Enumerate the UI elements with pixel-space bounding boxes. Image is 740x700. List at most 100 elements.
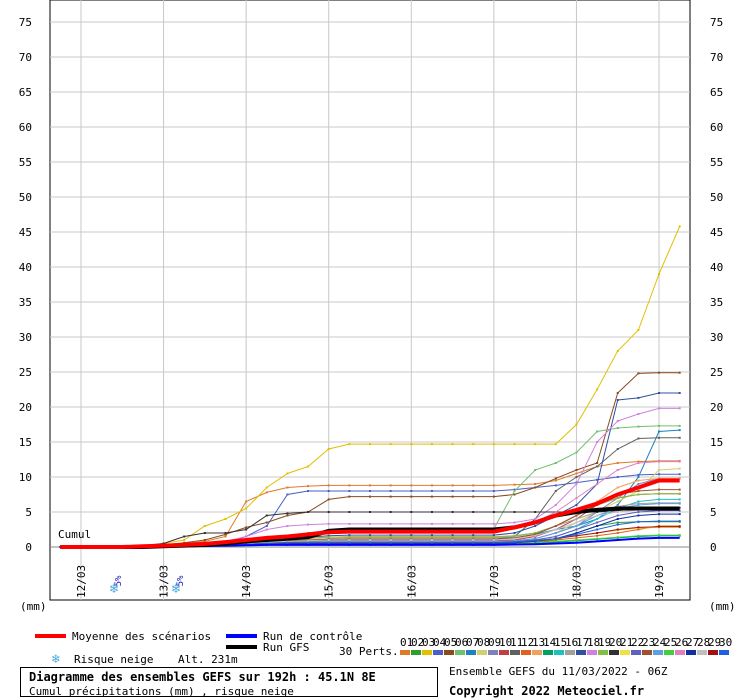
member-legend-id: 21 [620, 636, 633, 649]
member-point-19 [389, 536, 392, 539]
member-point-05 [183, 541, 186, 544]
member-point-05 [327, 498, 330, 501]
member-legend-swatch-03 [422, 650, 432, 655]
member-point-24 [327, 540, 330, 543]
member-legend-id: 13 [532, 636, 545, 649]
member-point-25 [596, 537, 599, 540]
member-point-18 [430, 522, 433, 525]
member-point-28 [348, 539, 351, 541]
member-legend-swatch-27 [686, 650, 696, 655]
member-point-03 [245, 507, 248, 510]
member-point-27 [575, 532, 578, 534]
member-legend-id: 08 [477, 636, 490, 649]
mean-legend-label: Moyenne des scénarios [72, 630, 211, 643]
member-point-18 [369, 522, 371, 525]
member-point-29 [658, 525, 661, 528]
member-point-01 [348, 484, 351, 487]
member-point-22 [554, 535, 557, 538]
member-point-23 [534, 533, 537, 536]
member-point-30 [658, 520, 661, 523]
member-point-11 [616, 448, 619, 450]
member-point-07 [658, 430, 661, 433]
member-legend-id: 12 [521, 636, 534, 649]
y-tick-label: 40 [19, 261, 32, 274]
member-point-04 [575, 481, 578, 484]
member-point-24 [678, 502, 681, 505]
member-point-18 [348, 522, 351, 525]
member-point-11 [637, 437, 640, 440]
member-point-03 [348, 443, 351, 446]
member-point-19 [534, 532, 537, 534]
member-point-26 [616, 469, 619, 471]
y-tick-label: 75 [710, 16, 723, 29]
member-point-18 [327, 522, 330, 525]
member-point-20 [451, 511, 454, 513]
member-legend-swatch-20 [609, 650, 619, 655]
member-point-28 [616, 511, 619, 513]
member-legend-id: 09 [488, 636, 501, 649]
member-point-28 [596, 514, 599, 517]
member-legend-id: 07 [466, 636, 479, 649]
member-legend-swatch-23 [642, 650, 652, 655]
member-point-20 [513, 511, 516, 513]
member-legend-swatch-24 [653, 650, 663, 655]
member-point-23 [678, 488, 681, 491]
special-runs [60, 478, 680, 549]
member-point-08 [658, 469, 661, 471]
member-point-27 [616, 518, 619, 520]
member-point-19 [327, 536, 330, 539]
member-point-30 [472, 541, 475, 544]
member-point-03 [637, 329, 640, 331]
member-legend-swatch-19 [598, 650, 608, 655]
member-legend-swatch-12 [521, 650, 531, 655]
member-point-04 [327, 490, 330, 492]
member-point-03 [616, 350, 619, 352]
chart-title: Diagramme des ensembles GEFS sur 192h : … [29, 670, 376, 684]
member-point-04 [616, 476, 619, 478]
member-point-16 [616, 505, 619, 508]
member-point-19 [430, 536, 433, 539]
member-point-28 [265, 541, 268, 544]
member-point-12 [596, 534, 599, 537]
member-point-03 [307, 465, 310, 468]
y-tick-label: 45 [19, 226, 32, 239]
y-tick-label: 10 [710, 471, 723, 484]
member-point-11 [554, 490, 557, 492]
member-point-26 [678, 460, 681, 463]
y-tick-label: 25 [19, 366, 32, 379]
member-point-04 [430, 490, 433, 492]
member-point-15 [678, 498, 681, 501]
member-point-30 [245, 543, 248, 546]
member-point-15 [658, 498, 661, 501]
member-legend: 0102030405060708091011121314151617181920… [400, 636, 732, 655]
member-point-24 [369, 540, 371, 543]
member-point-19 [472, 536, 475, 539]
copyright: Copyright 2022 Meteociel.fr [449, 684, 645, 698]
member-point-18 [472, 522, 475, 525]
member-point-23 [658, 488, 661, 491]
member-point-28 [472, 539, 475, 541]
member-point-17 [534, 525, 537, 527]
member-point-28 [410, 539, 413, 541]
member-point-01 [575, 472, 578, 475]
member-point-04 [658, 473, 661, 476]
perts-label: 30 Perts. [339, 645, 399, 658]
member-point-29 [616, 528, 619, 531]
y-tick-label: 50 [19, 191, 32, 204]
y-tick-label: 15 [19, 436, 32, 449]
gfs-legend-label: Run GFS [263, 641, 309, 654]
y-tick-label: 5 [25, 506, 32, 519]
member-point-27 [596, 525, 599, 527]
member-point-07 [637, 476, 640, 478]
member-point-20 [492, 511, 495, 513]
member-point-05 [451, 495, 454, 498]
member-point-15 [596, 518, 599, 520]
member-point-03 [451, 443, 454, 446]
member-point-24 [575, 525, 578, 527]
member-point-05 [245, 526, 248, 529]
member-point-02 [616, 521, 619, 524]
member-point-06 [678, 424, 681, 427]
member-point-05 [616, 392, 619, 394]
member-legend-swatch-08 [477, 650, 487, 655]
member-legend-id: 16 [565, 636, 578, 649]
